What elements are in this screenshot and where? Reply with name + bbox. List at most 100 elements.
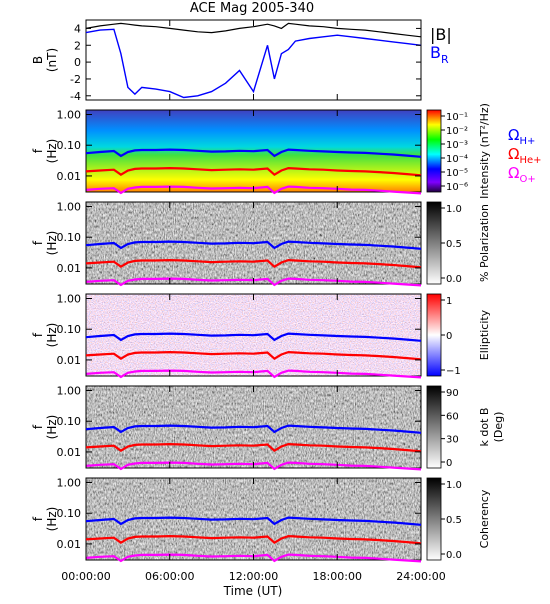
- f-ytick-label: 1.00: [57, 384, 82, 397]
- colorbar-tick-label: 0.0: [446, 550, 462, 561]
- panel-ellipticity: 1 0 −1 Ellipticity: [85, 293, 491, 377]
- xtick-label: 12:00:00: [229, 570, 278, 583]
- f-ytick-label: 1.00: [57, 476, 82, 489]
- f-ylabel: f: [31, 516, 45, 521]
- he-plus-line: [85, 350, 422, 361]
- f-ytick-label: 0.10: [57, 415, 82, 428]
- f-ytick-label: 0.01: [57, 538, 82, 551]
- panel-polarization: 1.0 0.5 0.0 % Polarization: [85, 201, 491, 285]
- coherency-colorbar-label: Coherency: [478, 489, 491, 548]
- coherency-colorbar-ticks: 1.0 0.5 0.0: [441, 480, 462, 561]
- frequency-panels-overlay: 1.000.100.01f (Hz)1.000.100.01f (Hz)1.000.…: [31, 108, 422, 563]
- xtick-label: 00:00:00: [61, 570, 110, 583]
- chart-title: ACE Mag 2005-340: [190, 1, 314, 16]
- freq-panel-overlay-2: 1.00 0.10 0.01 f (Hz): [31, 200, 422, 287]
- kdotb-colorbar-label-2: (Deg): [492, 412, 505, 443]
- ellipticity-colorbar-label: Ellipticity: [478, 309, 491, 360]
- f-ylabel-unit: (Hz): [45, 415, 59, 440]
- legend-btotal: |B|: [430, 25, 452, 44]
- series-br-line: [85, 28, 422, 99]
- colorbar-tick-label: 10⁻²: [446, 126, 468, 137]
- panel-intensity: 10⁻¹ 10⁻² 10⁻³ 10⁻⁴ 10⁻⁵ 10⁻⁶ Intensity (nT²/…: [85, 103, 542, 199]
- he-plus-line: [85, 166, 422, 177]
- f-ytick-label: 0.01: [57, 446, 82, 459]
- colorbar-tick-label: 1: [446, 296, 452, 307]
- legend-h-plus: ΩH+: [508, 126, 535, 147]
- colorbar-tick-label: 10⁻⁵: [446, 168, 468, 179]
- colorbar-tick-label: 0.5: [446, 515, 462, 526]
- panel-coherency: 1.0 0.5 0.0 Coherency: [85, 477, 491, 561]
- colorbar-tick-label: 10⁻³: [446, 140, 468, 151]
- legend-o-plus: ΩO+: [508, 164, 536, 185]
- colorbar-tick-label: 1.0: [446, 204, 462, 215]
- f-ytick-label: 1.00: [57, 108, 82, 121]
- f-ytick-label: 0.01: [57, 354, 82, 367]
- f-ytick-label: 0.10: [57, 231, 82, 244]
- coherency-colorbar: [426, 477, 442, 561]
- colorbar-tick-label: −1: [446, 366, 461, 377]
- panel-b-field: 4 2 0 -2 -4 B (nT) |B| BR: [31, 19, 452, 103]
- f-ylabel-unit: (Hz): [45, 323, 59, 348]
- colorbar-tick-label: 0.0: [446, 274, 462, 285]
- h-plus-line: [85, 424, 422, 434]
- f-ylabel: f: [31, 240, 45, 245]
- kdotb-colorbar-label-1: k dot B: [478, 408, 491, 447]
- colorbar-tick-label: 60: [446, 411, 459, 422]
- b-ytick-label: -4: [70, 90, 81, 103]
- f-ytick-label: 0.10: [57, 139, 82, 152]
- b-ytick-label: 4: [74, 22, 81, 35]
- polarization-colorbar-ticks: 1.0 0.5 0.0: [441, 204, 462, 285]
- series-btotal-line: [85, 22, 422, 38]
- legend-he-plus: ΩHe+: [508, 145, 542, 166]
- polarization-colorbar: [426, 201, 442, 285]
- legend-br: BR: [430, 43, 449, 66]
- panel-b-series: [85, 22, 422, 99]
- colorbar-tick-label: 0: [446, 331, 452, 342]
- panel-b-ylabel-1: B: [31, 56, 45, 64]
- polarization-colorbar-label: % Polarization: [478, 204, 491, 282]
- kdotb-colorbar: [426, 385, 442, 469]
- f-ylabel: f: [31, 148, 45, 153]
- colorbar-tick-label: 90: [446, 388, 459, 399]
- f-ylabel: f: [31, 332, 45, 337]
- f-ylabel: f: [31, 424, 45, 429]
- he-plus-line: [85, 442, 422, 453]
- kdotb-colorbar-ticks: 90 60 30 0: [441, 388, 459, 469]
- f-ytick-label: 0.01: [57, 262, 82, 275]
- he-plus-line: [85, 534, 422, 545]
- colorbar-tick-label: 10⁻⁴: [446, 154, 468, 165]
- f-ytick-label: 0.10: [57, 507, 82, 520]
- time-axis: 00:00:00 06:00:00 12:00:00 18:00:00 24:00:00: [61, 20, 446, 583]
- panel-b-frame: [85, 19, 422, 101]
- h-plus-line: [85, 148, 422, 158]
- xtick-label: 24:00:00: [396, 570, 445, 583]
- colorbar-tick-label: 10⁻⁶: [446, 182, 468, 193]
- colorbar-tick-label: 0: [446, 458, 452, 469]
- h-plus-line: [85, 240, 422, 250]
- intensity-colorbar-ticks: 10⁻¹ 10⁻² 10⁻³ 10⁻⁴ 10⁻⁵ 10⁻⁶: [441, 112, 468, 193]
- f-ytick-label: 1.00: [57, 200, 82, 213]
- panel-b-yticks: 4 2 0 -2 -4: [70, 22, 421, 103]
- b-ytick-label: 2: [74, 39, 81, 52]
- b-ytick-label: 0: [74, 56, 81, 69]
- xtick-label: 06:00:00: [145, 570, 194, 583]
- f-ylabel-unit: (Hz): [45, 231, 59, 256]
- f-ylabel-unit: (Hz): [45, 507, 59, 532]
- intensity-colorbar: [426, 109, 442, 193]
- colorbar-tick-label: 0.5: [446, 239, 462, 250]
- colorbar-tick-label: 30: [446, 435, 459, 446]
- colorbar-tick-label: 1.0: [446, 480, 462, 491]
- f-ytick-label: 0.01: [57, 170, 82, 183]
- b-ytick-label: -2: [70, 73, 81, 86]
- panel-kdotb: 90 60 30 0 k dot B (Deg): [85, 385, 505, 469]
- x-axis-label: Time (UT): [223, 584, 283, 598]
- xtick-label: 18:00:00: [313, 570, 362, 583]
- panel-b-ylabel-2: (nT): [45, 48, 59, 72]
- f-ylabel-unit: (Hz): [45, 139, 59, 164]
- h-plus-line: [85, 332, 422, 342]
- f-ytick-label: 0.10: [57, 323, 82, 336]
- intensity-colorbar-label: Intensity (nT²/Hz): [478, 103, 491, 199]
- ellipticity-colorbar-ticks: 1 0 −1: [441, 296, 461, 377]
